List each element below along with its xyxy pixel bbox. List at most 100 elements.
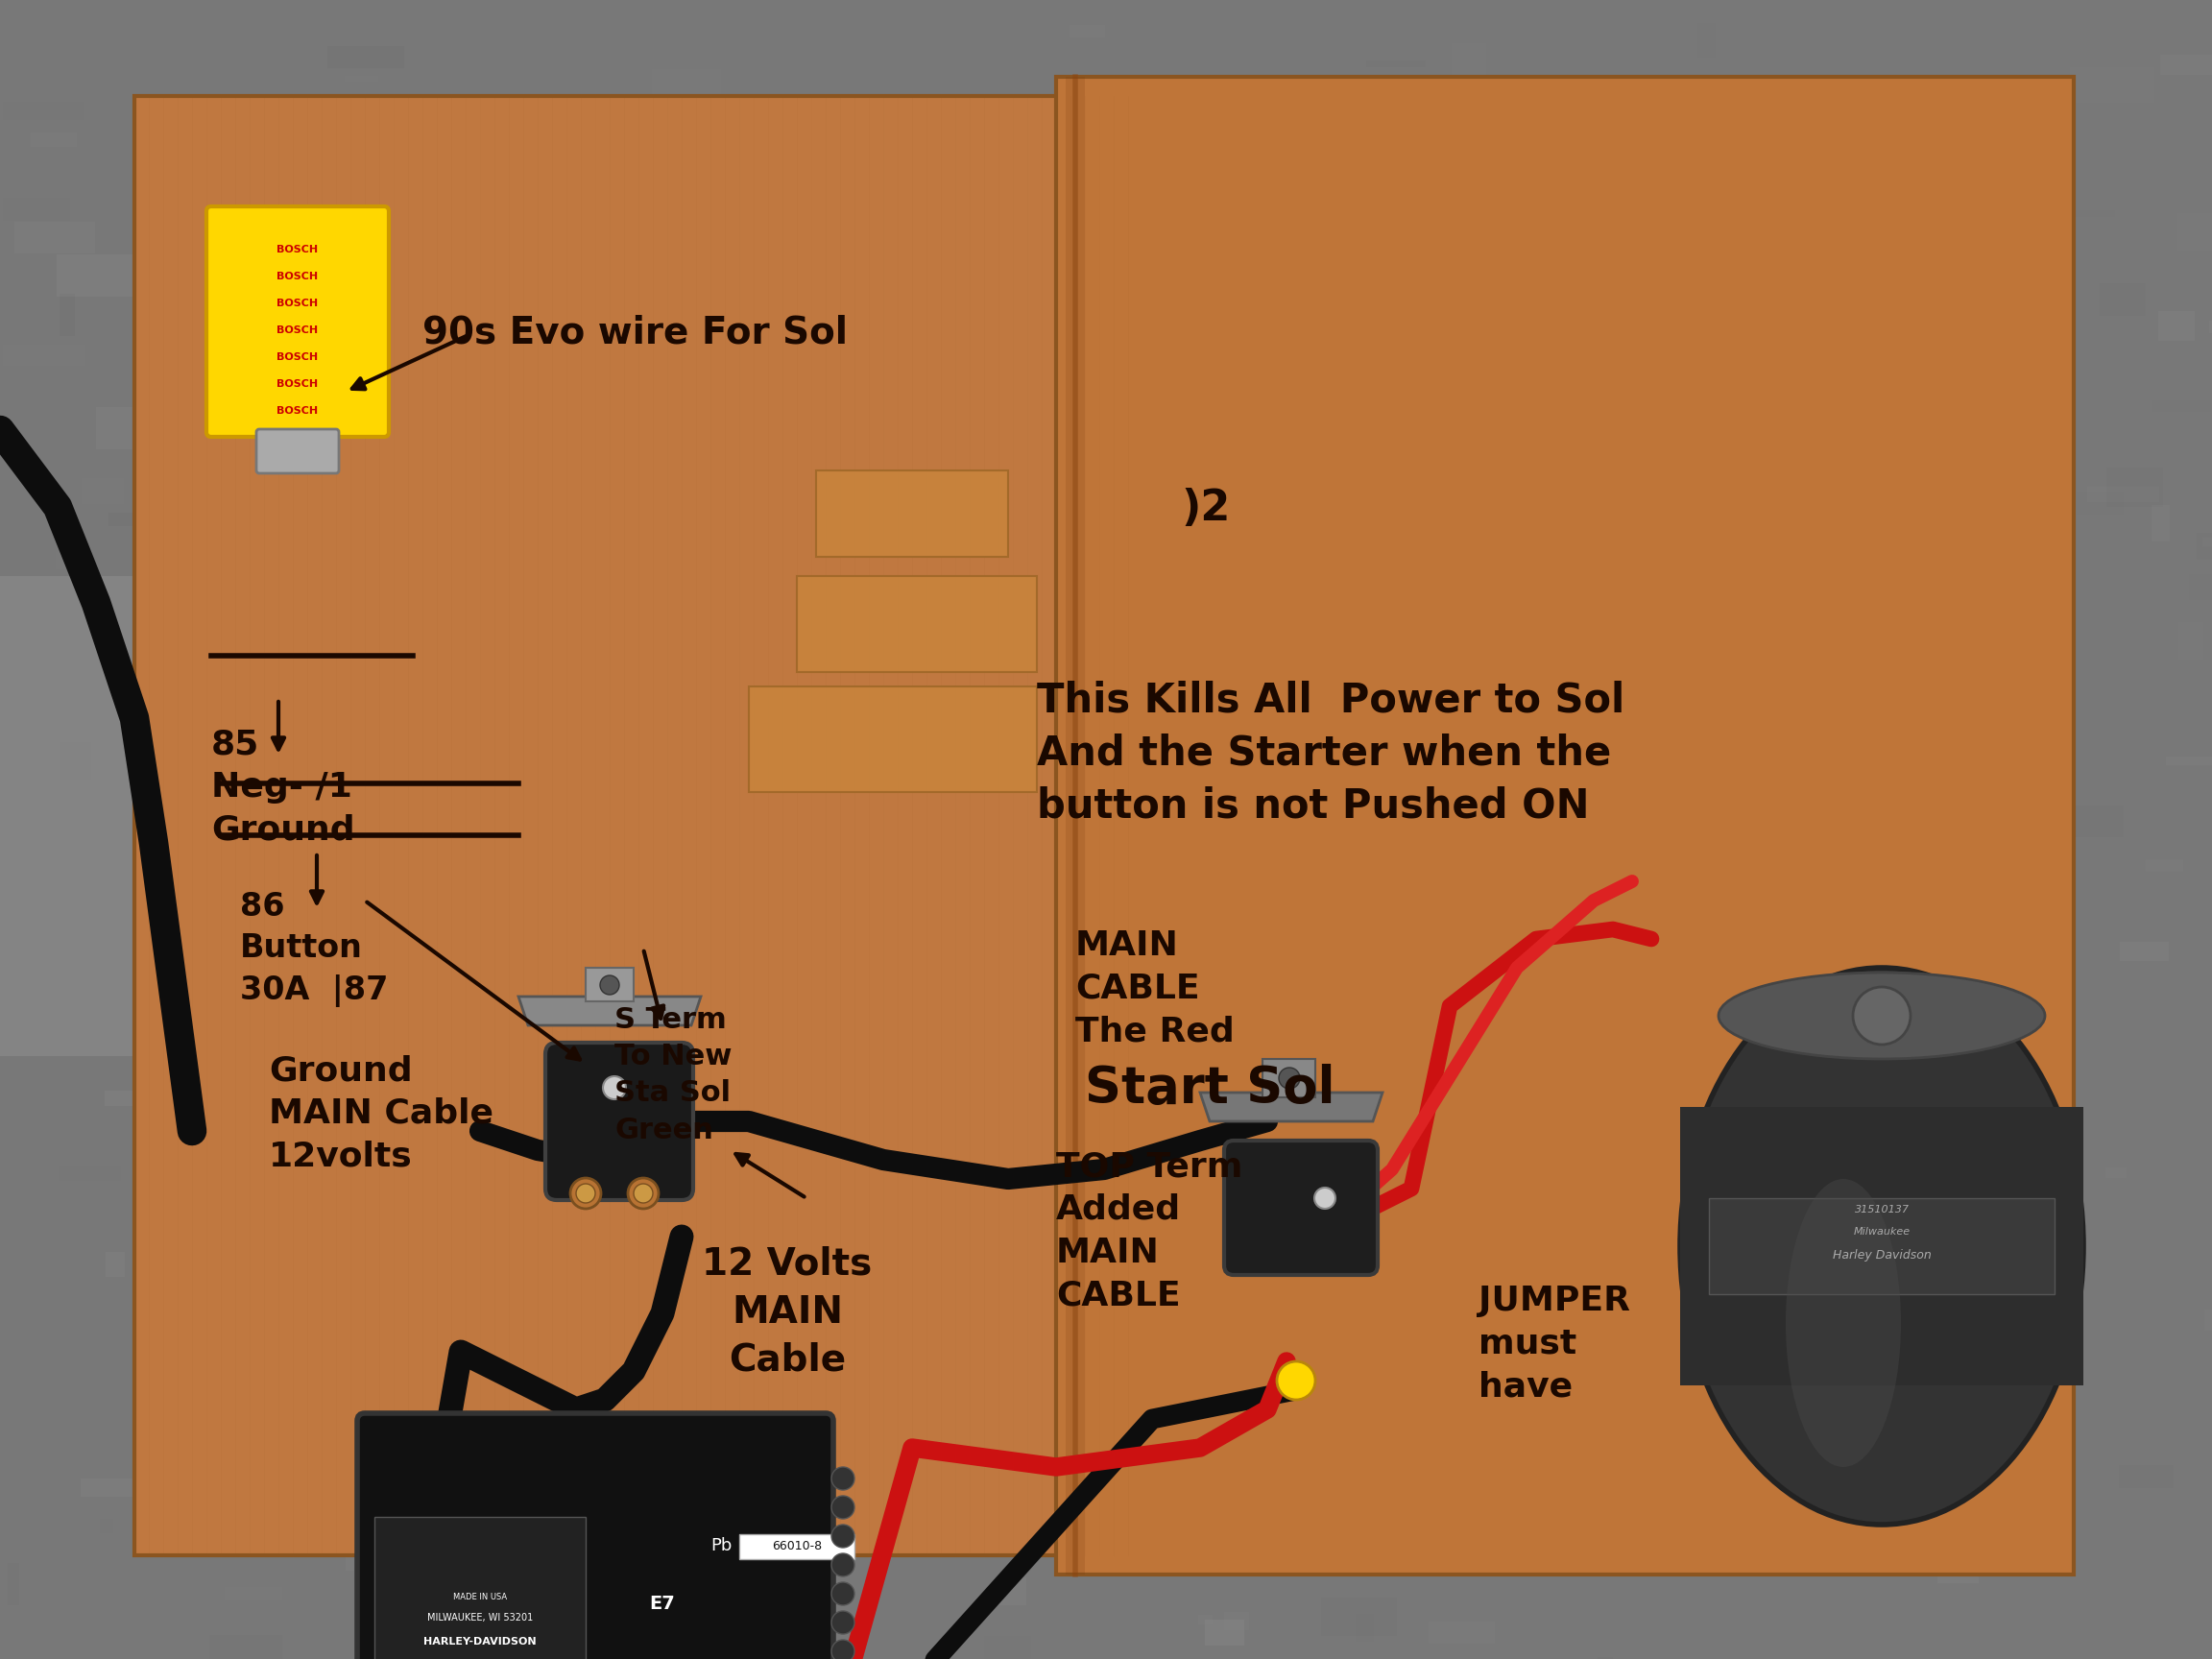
Bar [807,1186,852,1211]
Bar [2035,728,2048,752]
Bar [1453,320,1500,328]
Bar [1533,363,1577,397]
Bar [739,1535,854,1559]
Bar [763,1277,832,1292]
Bar [1272,138,1352,148]
Bar [1464,468,1533,489]
Bar [100,1518,113,1533]
Bar [1924,423,2011,451]
Bar [1792,207,1820,232]
Bar [1259,971,1343,985]
Bar [263,212,272,247]
Bar [199,1296,226,1329]
Bar [1438,154,1449,169]
Bar [465,1359,533,1369]
Bar [250,317,336,358]
Bar [1486,936,1502,962]
Bar [1553,420,1571,441]
Bar [60,294,75,337]
Bar [1272,55,1325,75]
Bar [232,984,283,1014]
Bar [1141,189,1225,222]
Bar [586,277,672,289]
Bar [1075,1063,1146,1097]
Bar [1765,1213,1816,1234]
Bar [2077,491,2124,514]
Bar [874,1068,936,1080]
Bar [1666,1226,1699,1238]
Bar [672,1540,710,1569]
Bar [1661,388,1679,418]
Bar [2210,320,2212,333]
Bar [1307,1185,1349,1206]
Polygon shape [518,997,701,1025]
Text: 85
Neg- /1
Ground: 85 Neg- /1 Ground [210,728,354,846]
Bar [522,1090,557,1103]
Circle shape [832,1583,854,1606]
Bar [1066,752,1084,763]
Bar [1486,357,1553,387]
Bar [1380,849,1394,858]
Bar [1719,1322,1765,1347]
Bar [1721,677,1801,707]
Bar [1079,216,1157,242]
Bar [150,1430,184,1458]
Bar [1509,1523,1535,1566]
Bar [1544,644,1626,672]
Bar [1635,722,1668,747]
Bar [2168,1636,2212,1651]
Bar [2086,486,2159,503]
Bar [263,159,307,194]
Bar [400,1272,431,1311]
Bar [810,820,889,863]
Bar [290,1291,307,1334]
Bar [1429,1623,1495,1644]
Bar [2070,68,2154,103]
Bar [301,1181,376,1208]
Bar [1389,941,1440,947]
Bar [1175,1138,1201,1148]
Bar [708,209,785,246]
Bar [58,254,135,297]
Bar [513,722,553,760]
Bar [1097,667,1144,700]
Bar [319,35,358,43]
Bar [529,143,571,158]
Bar [1646,353,1670,367]
Bar [1084,587,1137,604]
Bar [757,1193,827,1233]
Bar [288,1345,341,1375]
Bar [1540,893,1597,929]
Bar [1060,23,1104,33]
Bar [1033,1276,1088,1299]
Bar [1573,325,1617,333]
Bar [2017,270,2068,289]
Bar [969,740,1009,748]
Text: 86
Button
30A  |87: 86 Button 30A |87 [241,891,389,1007]
FancyBboxPatch shape [1223,1141,1378,1276]
Text: BOSCH: BOSCH [276,406,319,416]
Circle shape [832,1525,854,1548]
Bar [568,320,613,338]
Bar [1323,333,1347,340]
Bar [429,133,482,146]
Circle shape [599,975,619,995]
Bar [697,1218,774,1244]
Circle shape [832,1496,854,1520]
Bar [1794,934,1874,961]
Bar [984,1636,1031,1659]
Bar [1936,758,1982,766]
Bar [2119,1465,2174,1488]
Bar [0,576,270,1057]
Bar [106,1253,124,1277]
Bar [737,564,803,572]
Text: 66010-8: 66010-8 [772,1541,823,1553]
Bar [104,1092,161,1107]
Bar [1144,1311,1221,1321]
Bar [104,1558,131,1578]
Bar [1546,592,1557,619]
Bar [708,1203,739,1238]
Bar [2073,919,2101,941]
FancyBboxPatch shape [257,430,338,473]
Circle shape [832,1611,854,1634]
